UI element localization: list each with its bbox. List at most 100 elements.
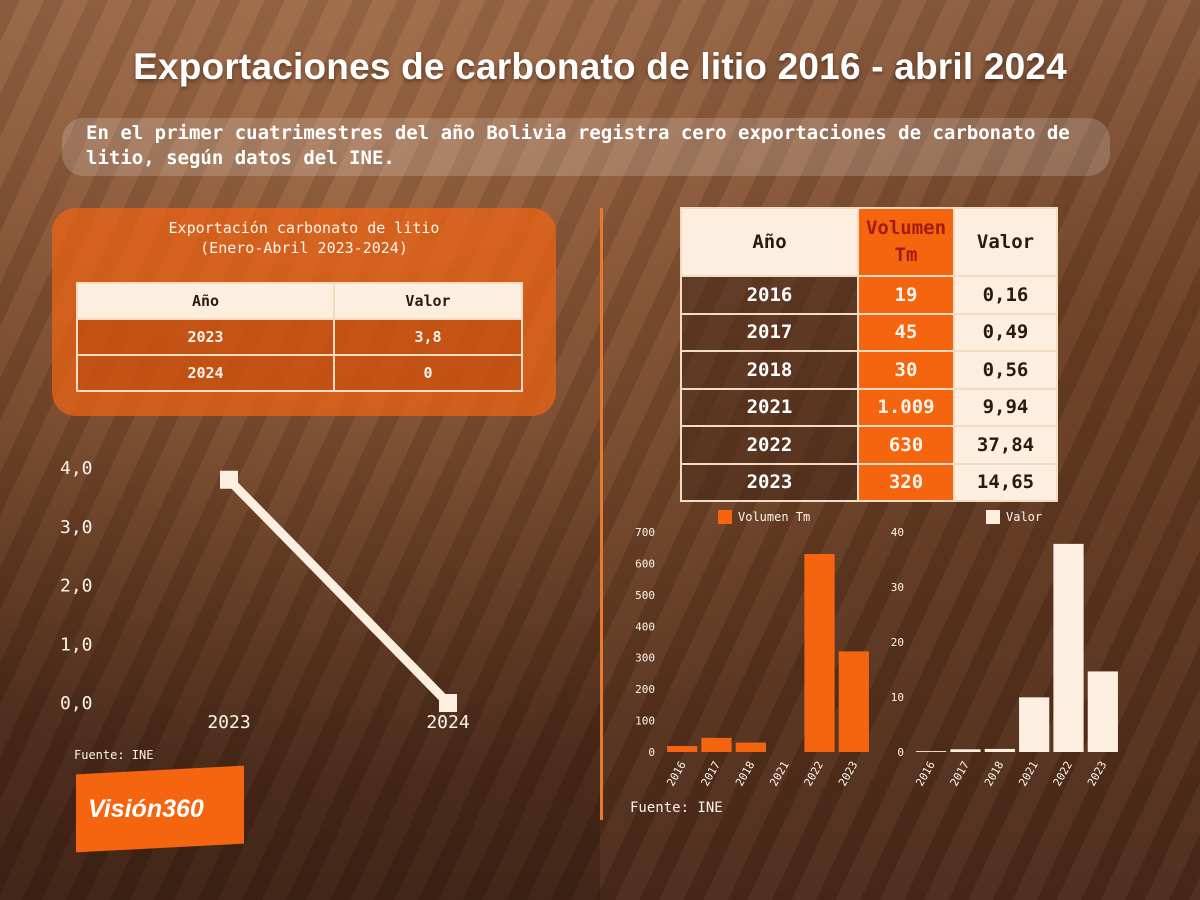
small-cell-year: 2024 <box>76 354 335 392</box>
big-header-volume: Volumen Tm <box>857 207 955 277</box>
x-tick-label: 2022 <box>1051 759 1076 788</box>
legend-label-volume: Volumen Tm <box>738 510 811 524</box>
small-table-header-row: Año Valor <box>76 282 523 320</box>
big-header-volume-line2: Tm <box>894 244 918 266</box>
big-cell-volume: 45 <box>857 312 955 352</box>
y-tick-label: 20 <box>891 636 904 649</box>
y-tick-label: 3,0 <box>60 517 93 538</box>
x-tick-label: 2016 <box>664 759 689 788</box>
table-row: 2023 320 14,65 <box>680 462 1058 502</box>
y-tick-label: 30 <box>891 581 904 594</box>
series-line <box>222 473 455 710</box>
bar <box>950 749 981 752</box>
bar <box>838 651 869 752</box>
small-table-title-line1: Exportación carbonato de litio <box>168 219 440 237</box>
y-tick-label: 0 <box>648 746 655 759</box>
big-cell-year: 2023 <box>680 462 859 502</box>
table-row: 2016 19 0,16 <box>680 275 1058 315</box>
x-tick-label: 2016 <box>913 759 938 788</box>
big-header-year: Año <box>680 207 859 277</box>
y-tick-label: 0 <box>897 746 904 759</box>
y-tick-label: 40 <box>891 526 904 539</box>
table-row: 2023 3,8 <box>76 318 523 356</box>
small-table-title-line2: (Enero-Abril 2023-2024) <box>200 239 408 257</box>
legend-value: Valor <box>986 510 1042 524</box>
legend-volume: Volumen Tm <box>718 510 810 524</box>
source-right: Fuente: INE <box>630 800 723 816</box>
x-tick-label: 2018 <box>733 759 758 788</box>
x-tick-label: 2017 <box>948 759 973 788</box>
legend-swatch-value <box>986 510 1000 524</box>
y-tick-label: 600 <box>635 557 655 570</box>
table-row: 2021 1.009 9,94 <box>680 387 1058 427</box>
y-tick-label: 200 <box>635 683 655 696</box>
x-tick-label: 2024 <box>426 712 469 733</box>
big-header-volume-line1: Volumen <box>865 217 947 239</box>
big-header-value: Valor <box>953 207 1058 277</box>
big-table-header-row: Año Volumen Tm Valor <box>680 207 1058 277</box>
bar <box>1019 697 1050 752</box>
big-cell-value: 0,49 <box>953 312 1058 352</box>
logo-number: 360 <box>162 795 204 823</box>
source-left: Fuente: INE <box>74 748 154 762</box>
bar <box>804 554 835 752</box>
table-row: 2022 630 37,84 <box>680 425 1058 465</box>
x-tick-label: 2023 <box>207 712 250 733</box>
y-tick-label: 100 <box>635 715 655 728</box>
big-cell-value: 14,65 <box>953 462 1058 502</box>
y-tick-label: 500 <box>635 589 655 602</box>
bar <box>667 746 698 752</box>
bar <box>735 742 766 752</box>
x-tick-label: 2023 <box>836 759 861 788</box>
bar <box>1053 543 1084 752</box>
big-cell-volume: 630 <box>857 425 955 465</box>
y-tick-label: 700 <box>635 526 655 539</box>
y-tick-label: 2,0 <box>60 576 93 597</box>
big-cell-value: 0,16 <box>953 275 1058 315</box>
bar <box>984 748 1015 752</box>
x-tick-label: 2021 <box>1016 759 1041 788</box>
big-cell-value: 9,94 <box>953 387 1058 427</box>
small-header-year: Año <box>76 282 335 320</box>
legend-label-value: Valor <box>1006 510 1043 524</box>
subtitle-text: En el primer cuatrimestres del año Boliv… <box>86 122 1070 169</box>
big-cell-value: 0,56 <box>953 350 1058 390</box>
big-cell-year: 2018 <box>680 350 859 390</box>
big-cell-volume: 30 <box>857 350 955 390</box>
big-cell-value: 37,84 <box>953 425 1058 465</box>
big-cell-volume: 19 <box>857 275 955 315</box>
subtitle-box <box>62 118 1110 176</box>
small-cell-value: 3,8 <box>333 318 523 356</box>
small-cell-year: 2023 <box>76 318 335 356</box>
x-tick-label: 2018 <box>982 759 1007 788</box>
x-tick-label: 2023 <box>1085 759 1110 788</box>
big-cell-volume: 1.009 <box>857 387 955 427</box>
big-cell-year: 2021 <box>680 387 859 427</box>
logo: Visión360 <box>88 795 204 824</box>
logo-word: Visión <box>88 795 163 823</box>
x-tick-label: 2022 <box>802 759 827 788</box>
x-tick-label: 2017 <box>699 759 724 788</box>
small-cell-value: 0 <box>333 354 523 392</box>
big-cell-year: 2017 <box>680 312 859 352</box>
big-cell-volume: 320 <box>857 462 955 502</box>
small-table: Año Valor 2023 3,8 2024 0 <box>76 282 523 392</box>
big-cell-year: 2022 <box>680 425 859 465</box>
bar <box>1087 671 1118 752</box>
page-title: Exportaciones de carbonato de litio 2016… <box>133 46 1067 87</box>
small-header-value: Valor <box>333 282 523 320</box>
bar-chart-volume: 0 100 200 300 400 500 600 700 2016 2017 2018 2021 20… <box>635 526 869 788</box>
y-tick-label: 400 <box>635 620 655 633</box>
y-tick-label: 10 <box>891 691 904 704</box>
bar <box>701 737 732 752</box>
data-point <box>439 694 457 712</box>
table-row: 2024 0 <box>76 354 523 392</box>
table-row: 2017 45 0,49 <box>680 312 1058 352</box>
small-table-title: Exportación carbonato de litio (Enero-Ab… <box>52 218 556 258</box>
data-point <box>220 470 238 489</box>
line-chart: 0,0 1,0 2,0 3,0 4,0 2023 2024 <box>60 458 470 733</box>
legend-swatch-volume <box>718 510 732 524</box>
big-table: Año Volumen Tm Valor 2016 19 0,16 2017 4… <box>680 207 1058 502</box>
big-cell-year: 2016 <box>680 275 859 315</box>
x-tick-label: 2021 <box>767 759 792 788</box>
